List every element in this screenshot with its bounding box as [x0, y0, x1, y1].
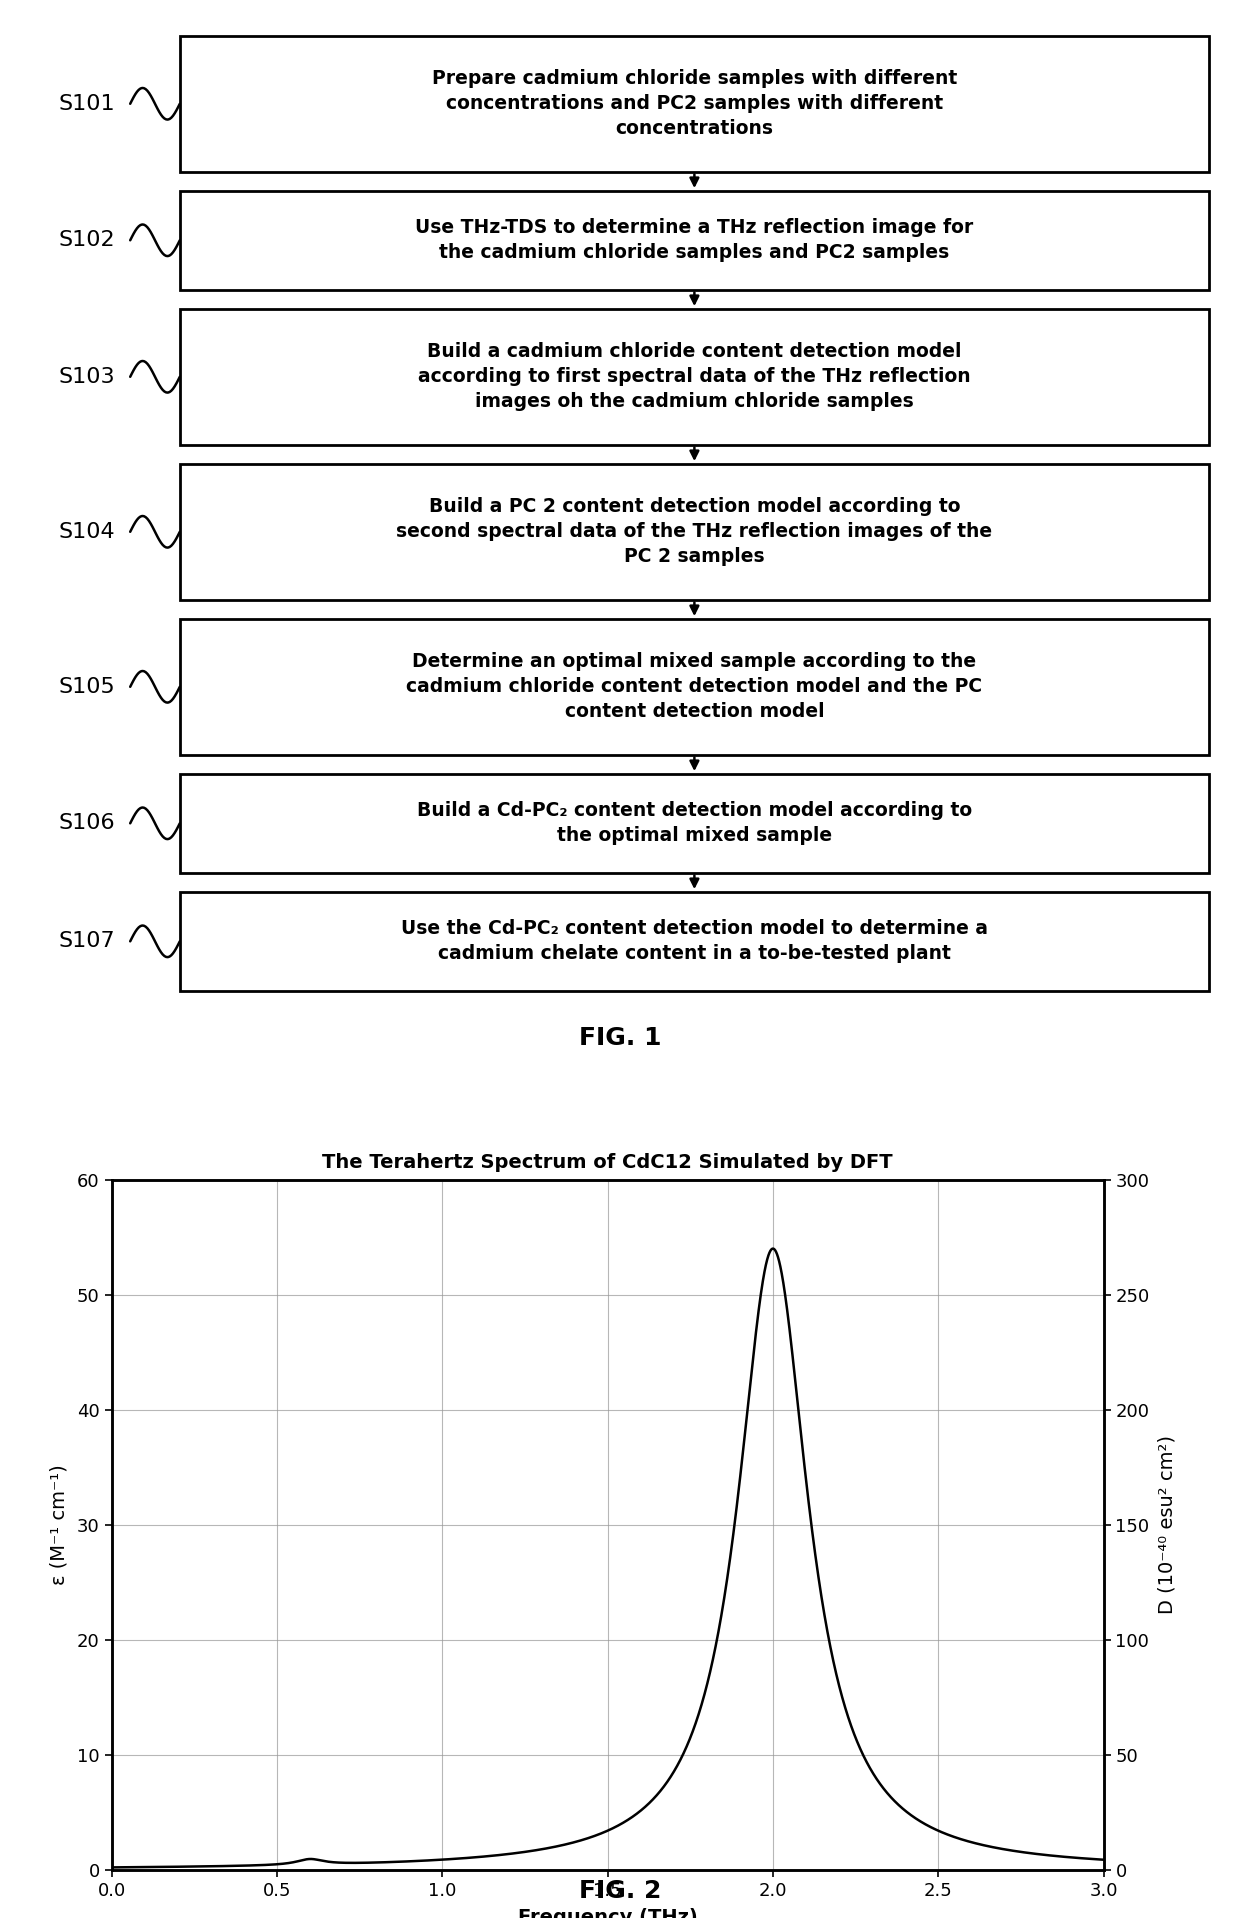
Bar: [180, 36, 1209, 171]
Title: The Terahertz Spectrum of CdC12 Simulated by DFT: The Terahertz Spectrum of CdC12 Simulate…: [322, 1153, 893, 1172]
Text: FIG. 2: FIG. 2: [579, 1878, 661, 1903]
Text: S106: S106: [58, 813, 115, 832]
Bar: [180, 309, 1209, 445]
Text: S104: S104: [58, 522, 115, 541]
Text: Build a PC 2 content detection model according to
second spectral data of the TH: Build a PC 2 content detection model acc…: [397, 497, 992, 566]
Bar: [180, 892, 1209, 990]
Text: Build a Cd-PC₂ content detection model according to
the optimal mixed sample: Build a Cd-PC₂ content detection model a…: [417, 802, 972, 846]
Text: S102: S102: [58, 230, 115, 249]
Bar: [180, 620, 1209, 754]
Text: Prepare cadmium chloride samples with different
concentrations and PC2 samples w: Prepare cadmium chloride samples with di…: [432, 69, 957, 138]
Bar: [180, 464, 1209, 600]
Text: S103: S103: [58, 366, 115, 387]
Text: S101: S101: [58, 94, 115, 113]
Bar: [180, 192, 1209, 290]
Text: FIG. 1: FIG. 1: [579, 1026, 661, 1051]
Text: Use THz-TDS to determine a THz reflection image for
the cadmium chloride samples: Use THz-TDS to determine a THz reflectio…: [415, 219, 973, 263]
X-axis label: Frequency (THz): Frequency (THz): [518, 1908, 697, 1918]
Text: S107: S107: [58, 932, 115, 951]
Y-axis label: D (10⁻⁴⁰ esu² cm²): D (10⁻⁴⁰ esu² cm²): [1158, 1435, 1177, 1615]
Text: Build a cadmium chloride content detection model
according to first spectral dat: Build a cadmium chloride content detecti…: [418, 341, 971, 410]
Text: S105: S105: [58, 677, 115, 696]
Text: Use the Cd-PC₂ content detection model to determine a
cadmium chelate content in: Use the Cd-PC₂ content detection model t…: [401, 919, 988, 963]
Text: Determine an optimal mixed sample according to the
cadmium chloride content dete: Determine an optimal mixed sample accord…: [407, 652, 982, 721]
Y-axis label: ε (M⁻¹ cm⁻¹): ε (M⁻¹ cm⁻¹): [50, 1465, 68, 1584]
Bar: [180, 775, 1209, 873]
